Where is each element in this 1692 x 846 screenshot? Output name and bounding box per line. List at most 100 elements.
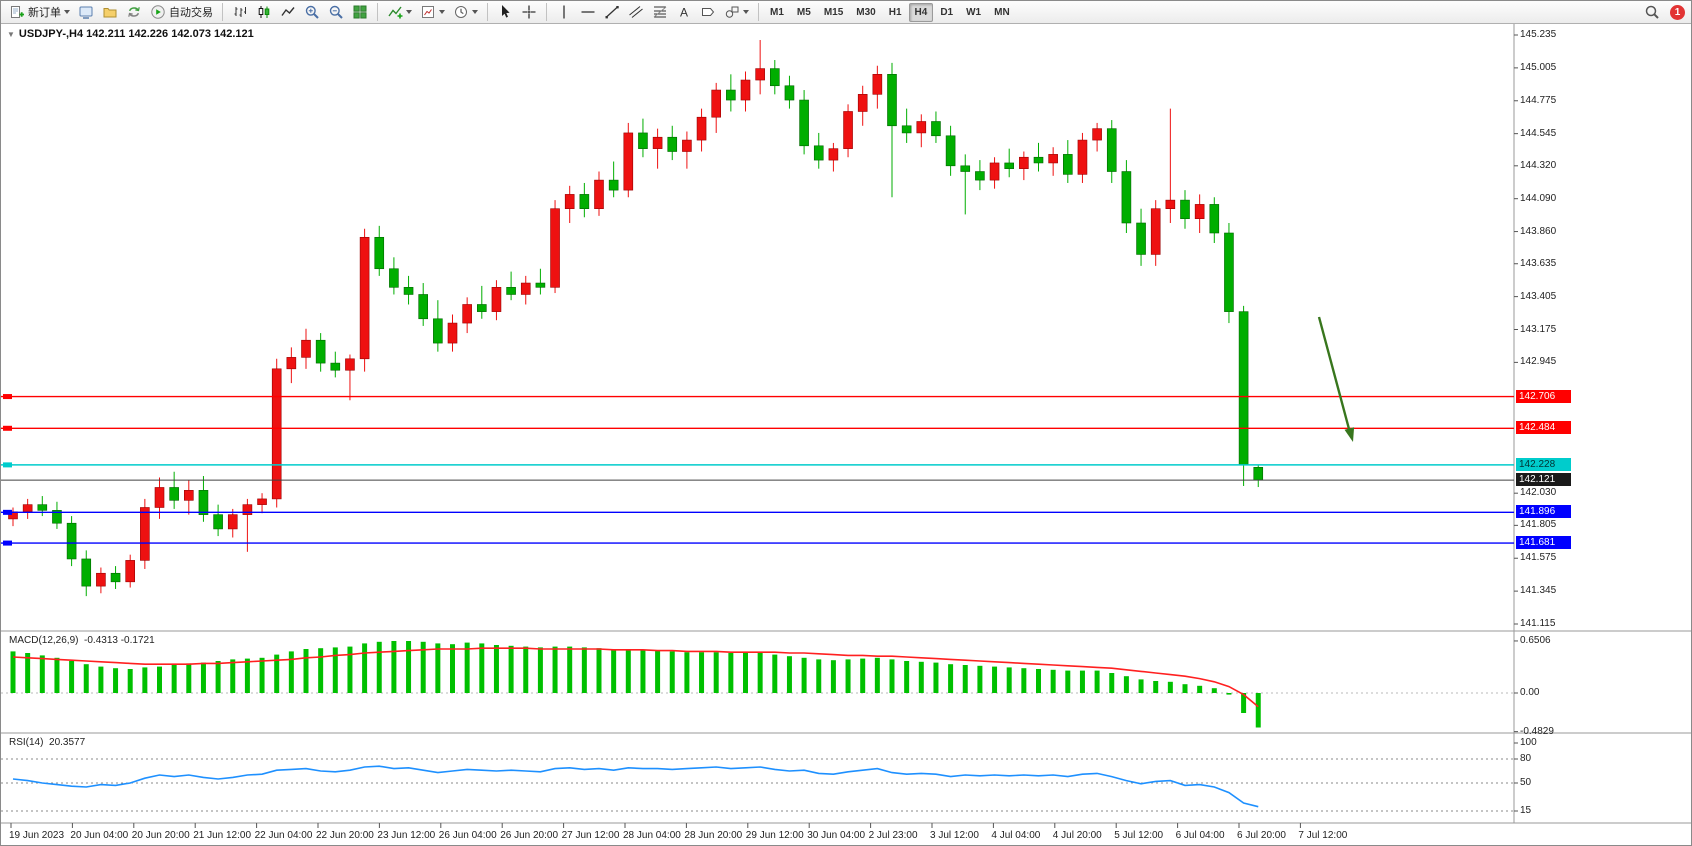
- toolbar-right-group: 1: [1640, 1, 1687, 23]
- candle-down: [667, 136, 678, 152]
- timeframe-m1-button[interactable]: M1: [770, 6, 784, 18]
- candle-down: [1224, 232, 1234, 312]
- folder-icon: [103, 8, 117, 18]
- macd-histogram-bar: [288, 651, 294, 693]
- macd-histogram-bar: [347, 646, 353, 693]
- candle-up: [652, 136, 663, 149]
- autotrading-button[interactable]: 自动交易: [146, 1, 217, 23]
- macd-histogram-bar: [10, 651, 16, 693]
- timeframe-mn-button[interactable]: MN: [994, 6, 1010, 18]
- candle-down: [945, 135, 956, 167]
- macd-histogram-bar: [655, 650, 661, 693]
- candle-down: [1136, 222, 1146, 255]
- trendline-tool-button[interactable]: [600, 1, 624, 23]
- timeframe-m5-button[interactable]: M5: [796, 6, 811, 18]
- macd-histogram-bar: [904, 661, 910, 693]
- hline-handle[interactable]: [3, 509, 12, 515]
- hline-handle[interactable]: [3, 540, 12, 546]
- text-tool-icon: A: [680, 6, 688, 20]
- candle-down: [535, 282, 546, 288]
- candle-down: [418, 294, 429, 320]
- macd-histogram-bar: [1138, 679, 1144, 693]
- candle-down: [330, 362, 341, 371]
- zoom-in-icon: [305, 5, 319, 19]
- macd-histogram-bar: [479, 643, 485, 693]
- new-order-icon: [11, 6, 24, 18]
- candle-up: [740, 79, 751, 101]
- candlestick-chart-button[interactable]: [252, 1, 276, 23]
- zoom-out-button[interactable]: [324, 1, 348, 23]
- refresh-button[interactable]: [122, 1, 146, 23]
- macd-histogram-bar: [1094, 670, 1100, 693]
- candle-down: [608, 179, 619, 191]
- shapes-tool-button[interactable]: [720, 1, 753, 23]
- chevron-down-icon: [472, 10, 478, 14]
- channel-tool-button[interactable]: [624, 1, 648, 23]
- candle-down: [1121, 171, 1132, 224]
- macd-histogram-bar: [171, 665, 177, 693]
- candle-up: [345, 358, 355, 371]
- candle-down: [901, 125, 912, 134]
- timeframe-m30-button[interactable]: M30: [856, 6, 876, 18]
- timeframe-m15-button[interactable]: M15: [823, 6, 844, 18]
- label-tool-button[interactable]: [696, 1, 720, 23]
- timeframe-h4-button[interactable]: H4: [908, 2, 934, 22]
- timeframe-d1-button[interactable]: D1: [940, 6, 954, 18]
- zoom-in-button[interactable]: [300, 1, 324, 23]
- hline-handle[interactable]: [3, 425, 12, 431]
- search-button[interactable]: [1640, 1, 1664, 23]
- macd-histogram-bar: [713, 652, 719, 693]
- candle-up: [286, 357, 297, 370]
- text-tool-button[interactable]: A: [672, 1, 696, 23]
- main-toolbar: 新订单 自动交易: [1, 1, 1691, 24]
- macd-histogram-bar: [1036, 669, 1041, 693]
- templates-button[interactable]: [416, 1, 449, 23]
- bar-chart-icon: [234, 7, 246, 17]
- macd-histogram-bar: [567, 646, 573, 693]
- vertical-line-tool-button[interactable]: [552, 1, 576, 23]
- macd-histogram-bar: [830, 660, 836, 693]
- candle-up: [125, 560, 135, 583]
- tile-windows-button[interactable]: [348, 1, 372, 23]
- candle-down: [1033, 156, 1044, 164]
- hline-handle[interactable]: [3, 462, 12, 468]
- horizontal-line-tool-button[interactable]: [576, 1, 600, 23]
- new-order-button[interactable]: 新订单: [5, 1, 74, 23]
- notification-badge[interactable]: 1: [1670, 4, 1685, 20]
- candle-down: [403, 287, 414, 295]
- macd-histogram-bar: [640, 649, 646, 693]
- crosshair-button[interactable]: [517, 1, 541, 23]
- cursor-button[interactable]: [493, 1, 517, 23]
- macd-histogram-bar: [464, 642, 470, 693]
- macd-histogram-bar: [1050, 669, 1056, 693]
- macd-histogram-bar: [1182, 684, 1188, 693]
- annotation-arrow[interactable]: [1317, 316, 1351, 430]
- indicators-button[interactable]: [383, 1, 416, 23]
- timeframe-h1-button[interactable]: H1: [888, 6, 902, 18]
- macd-histogram-bar: [669, 651, 675, 693]
- candle-down: [315, 339, 326, 364]
- rsi-name: RSI(14): [9, 737, 44, 748]
- macd-histogram-bar: [845, 659, 851, 693]
- profiles-button[interactable]: [98, 1, 122, 23]
- search-icon: [1645, 5, 1659, 19]
- candle-up: [184, 490, 194, 501]
- macd-histogram-bar: [537, 647, 543, 693]
- channel-icon: [629, 6, 643, 18]
- chart-window-button[interactable]: [74, 1, 98, 23]
- macd-histogram-bar: [786, 656, 792, 693]
- timeframe-w1-button[interactable]: W1: [966, 6, 982, 18]
- trendline-icon: [605, 6, 619, 19]
- candle-down: [769, 68, 780, 87]
- bar-chart-button[interactable]: [228, 1, 252, 23]
- period-button[interactable]: [449, 1, 482, 23]
- annotation-arrow-head[interactable]: [1344, 427, 1355, 442]
- macd-name: MACD(12,26,9): [9, 635, 79, 646]
- macd-histogram-bar: [874, 657, 880, 693]
- macd-histogram-bar: [1241, 693, 1247, 713]
- one-click-trading-toggle-icon[interactable]: ▼: [7, 29, 15, 39]
- line-chart-button[interactable]: [276, 1, 300, 23]
- fibonacci-tool-button[interactable]: [648, 1, 672, 23]
- hline-handle[interactable]: [3, 394, 12, 400]
